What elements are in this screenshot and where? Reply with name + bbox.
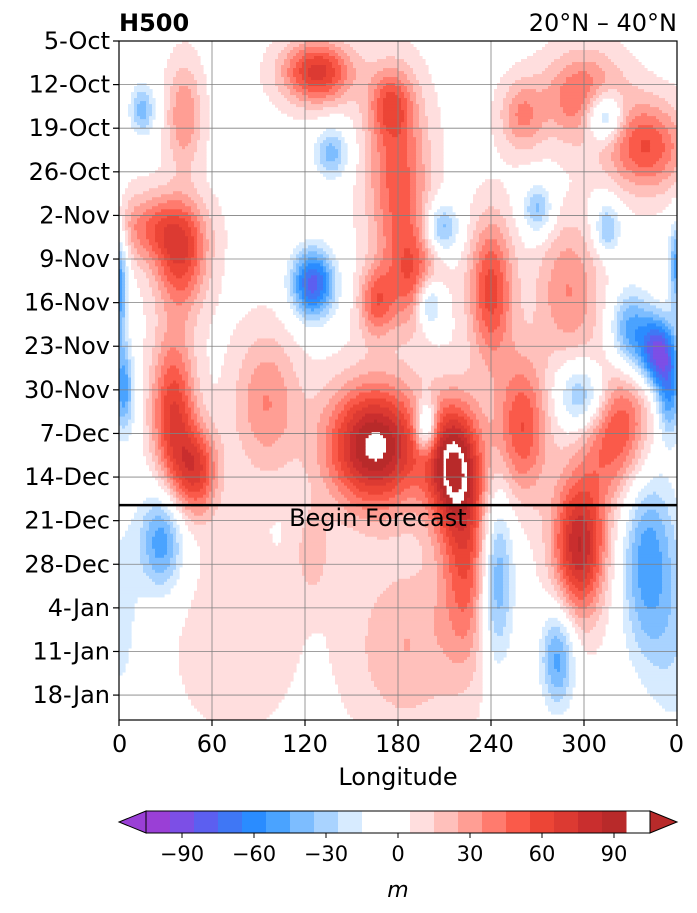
colorbar-extend-over <box>649 810 679 834</box>
colorbar-swatch <box>458 811 483 833</box>
colorbar-swatch <box>290 811 315 833</box>
x-tick-label: 60 <box>197 730 228 758</box>
colorbar-swatch <box>146 811 171 833</box>
colorbar-swatch <box>314 811 339 833</box>
colorbar-swatch <box>482 811 507 833</box>
y-tick-label: 11-Jan <box>32 637 110 665</box>
chart-title-right: 20°N – 40°N <box>529 9 677 37</box>
y-tick-label: 28-Dec <box>24 550 110 578</box>
colorbar-ticks: −90 −60 −30 0 30 60 90 <box>160 833 628 866</box>
x-axis: 0 60 120 180 240 300 0 <box>112 720 684 758</box>
y-tick-label: 14-Dec <box>24 463 110 491</box>
colorbar-swatch <box>266 811 291 833</box>
colorbar-tick-label: 30 <box>457 842 484 866</box>
colorbar-tick-label: 90 <box>601 842 628 866</box>
y-tick-label: 18-Jan <box>32 681 110 709</box>
y-tick-label: 21-Dec <box>24 507 110 535</box>
colorbar-swatch <box>578 811 603 833</box>
colorbar-swatch <box>218 811 243 833</box>
colorbar-tick-label: −90 <box>160 842 204 866</box>
y-tick-label: 30-Nov <box>24 376 110 404</box>
y-tick-label: 4-Jan <box>48 594 110 622</box>
colorbar-swatch <box>338 811 363 833</box>
colorbar-swatch <box>554 811 579 833</box>
colorbar-label: m <box>387 878 408 903</box>
x-tick-label: 0 <box>669 730 684 758</box>
chart-title-left: H500 <box>119 9 189 37</box>
begin-forecast-label: Begin Forecast <box>289 504 467 532</box>
colorbar-swatch <box>362 811 387 833</box>
y-tick-label: 7-Dec <box>40 419 110 447</box>
colorbar-swatch <box>506 811 531 833</box>
y-tick-label: 23-Nov <box>24 332 110 360</box>
colorbar-extend-under <box>117 810 147 834</box>
colorbar <box>117 810 679 834</box>
x-tick-label: 0 <box>112 730 127 758</box>
colorbar-tick-label: −30 <box>304 842 348 866</box>
x-tick-label: 240 <box>468 730 514 758</box>
colorbar-tick-label: 0 <box>391 842 404 866</box>
colorbar-swatch <box>434 811 459 833</box>
y-axis: 5-Oct 12-Oct 19-Oct 26-Oct 2-Nov 9-Nov 16-Nov 2… <box>24 27 119 709</box>
y-tick-label: 26-Oct <box>29 158 110 186</box>
x-axis-label: Longitude <box>338 763 457 791</box>
y-tick-label: 9-Nov <box>39 245 110 273</box>
y-tick-label: 12-Oct <box>29 71 110 99</box>
x-tick-label: 300 <box>561 730 607 758</box>
colorbar-tick-label: −60 <box>232 842 276 866</box>
colorbar-swatch <box>410 811 435 833</box>
colorbar-swatch <box>386 811 411 833</box>
x-tick-label: 120 <box>282 730 328 758</box>
colorbar-swatch <box>194 811 219 833</box>
y-tick-label: 19-Oct <box>29 114 110 142</box>
colorbar-swatch <box>242 811 267 833</box>
colorbar-swatch <box>602 811 627 833</box>
x-tick-label: 180 <box>375 730 421 758</box>
y-tick-label: 16-Nov <box>24 289 110 317</box>
colorbar-tick-label: 60 <box>529 842 556 866</box>
y-tick-label: 5-Oct <box>44 27 110 55</box>
colorbar-swatch <box>170 811 195 833</box>
colorbar-swatch <box>530 811 555 833</box>
y-tick-label: 2-Nov <box>39 201 110 229</box>
